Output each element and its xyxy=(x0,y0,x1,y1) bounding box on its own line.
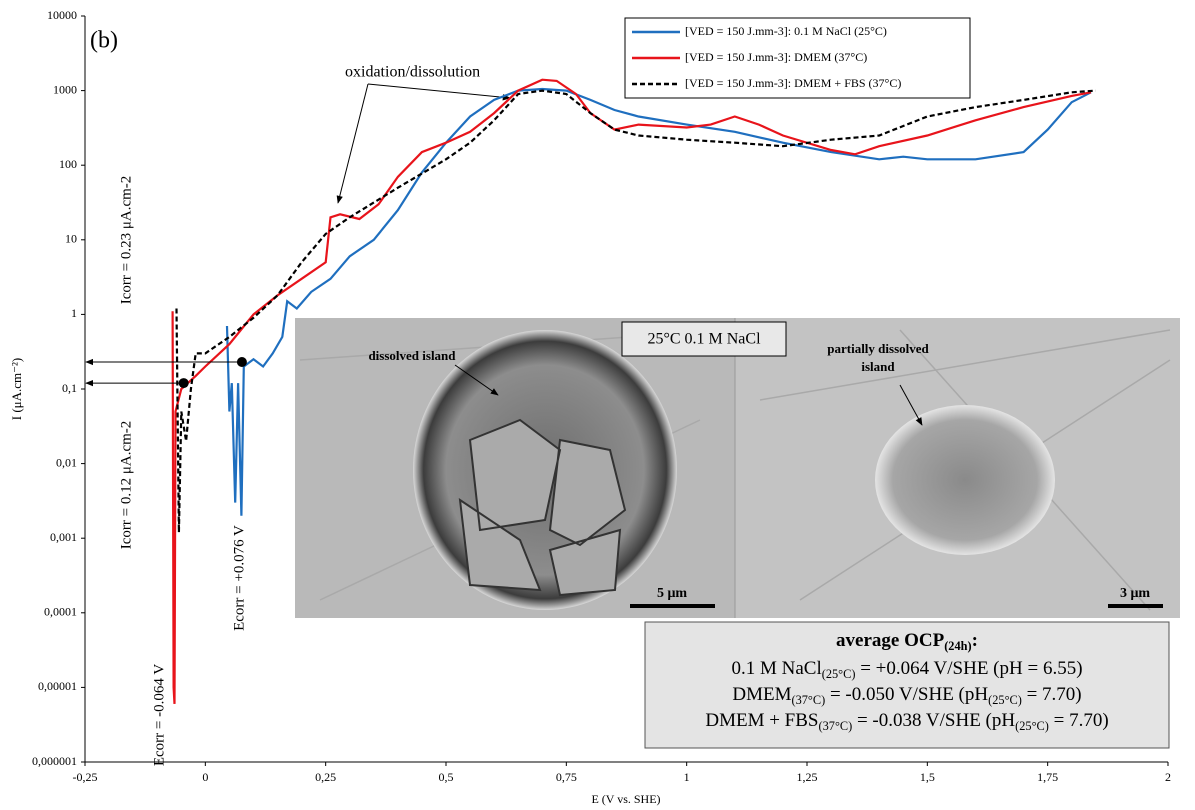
ocp-part: = +0.064 V/SHE (pH = 6.55) xyxy=(855,658,1082,679)
scale-label: 5 μm xyxy=(657,586,687,601)
x-tick-label: 0,75 xyxy=(556,770,577,784)
ocp-part: (25°C) xyxy=(988,693,1022,707)
x-tick-label: 1,75 xyxy=(1037,770,1058,784)
island-fragments xyxy=(458,418,627,597)
annotations: oxidation/dissolution Icorr = 0.23 μA.cm… xyxy=(118,64,511,766)
ocp-line: DMEM + FBS(37°C) = -0.038 V/SHE (pH(25°C… xyxy=(705,710,1108,732)
scale-label: 3 μm xyxy=(1120,586,1150,601)
ocp-part: average OCP xyxy=(836,630,945,651)
y-tick-label: 0,001 xyxy=(50,530,77,544)
ocp-part: = -0.038 V/SHE (pH xyxy=(852,710,1015,731)
y-tick-label: 0,1 xyxy=(62,381,77,395)
legend-label: [VED = 150 J.mm-3]: 0.1 M NaCl (25°C) xyxy=(685,24,887,38)
y-tick-label: 10000 xyxy=(47,8,77,22)
x-tick-label: 1,5 xyxy=(920,770,935,784)
panel-label: (b) xyxy=(90,28,118,54)
annotation-arrow xyxy=(336,83,369,204)
legend-label: [VED = 150 J.mm-3]: DMEM (37°C) xyxy=(685,50,867,64)
data-line xyxy=(171,78,1092,704)
x-tick-label: 1,25 xyxy=(797,770,818,784)
y-tick-label: 1 xyxy=(71,306,77,320)
annotation: oxidation/dissolution xyxy=(345,64,480,81)
x-tick-label: 2 xyxy=(1165,770,1171,784)
legend: [VED = 150 J.mm-3]: 0.1 M NaCl (25°C) [VE… xyxy=(624,17,971,99)
ocp-box: average OCP(24h):0.1 M NaCl(25°C) = +0.0… xyxy=(644,621,1170,749)
partial-island xyxy=(875,405,1055,555)
annotation: Ecorr = -0.064 V xyxy=(151,664,167,766)
ocp-part: (37°C) xyxy=(791,693,825,707)
ocp-part: (24h) xyxy=(944,639,971,653)
inset-label: island xyxy=(861,359,895,374)
y-tick-label: 1000 xyxy=(53,82,77,96)
inset-arrow xyxy=(454,364,499,396)
ocp-line: 0.1 M NaCl(25°C) = +0.064 V/SHE (pH = 6.… xyxy=(731,658,1082,680)
ocp-part: = 7.70) xyxy=(1022,684,1082,705)
axes xyxy=(81,15,1169,766)
x-tick-label: 0,5 xyxy=(439,770,454,784)
ocp-part: DMEM xyxy=(732,684,791,705)
inset-label: partially dissolved xyxy=(827,341,929,356)
annotation: Icorr = 0.23 μA.cm-2 xyxy=(118,176,134,305)
data-line xyxy=(175,89,1096,533)
ocp-part: (25°C) xyxy=(822,667,856,681)
ocp-part: : xyxy=(972,630,978,651)
annotation: Icorr = 0.12 μA.cm-2 xyxy=(118,421,134,550)
data-line xyxy=(225,87,1092,516)
y-axis-label: I (μA.cm⁻²) xyxy=(9,358,24,421)
annotation: Ecorr = +0.076 V xyxy=(231,525,247,631)
y-tick-label: 0,00001 xyxy=(38,679,77,693)
x-axis-label: E (V vs. SHE) xyxy=(591,792,660,806)
annotation-arrow xyxy=(367,83,511,101)
x-tick-label: -0,25 xyxy=(73,770,98,784)
ocp-part: (37°C) xyxy=(818,719,852,733)
x-tick-label: 1 xyxy=(684,770,690,784)
scale-bar xyxy=(1108,604,1163,608)
inset-arrow xyxy=(899,384,923,426)
ocp-part: = -0.050 V/SHE (pH xyxy=(825,684,988,705)
ocp-line: DMEM(37°C) = -0.050 V/SHE (pH(25°C) = 7.… xyxy=(732,684,1081,706)
legend-frame xyxy=(624,17,971,99)
inset-title-box xyxy=(621,321,787,357)
y-tick-label: 100 xyxy=(59,157,77,171)
ocp-part: = 7.70) xyxy=(1049,710,1109,731)
x-tick-label: 0 xyxy=(202,770,208,784)
ocp-part: (25°C) xyxy=(1015,719,1049,733)
inset-label: dissolved island xyxy=(368,348,456,363)
ocp-box-frame xyxy=(644,621,1170,749)
y-tick-label: 0,0001 xyxy=(44,605,77,619)
sem-inset: 25°C 0.1 M NaCl dissolved island partial… xyxy=(295,318,1180,618)
y-tick-label: 10 xyxy=(65,232,77,246)
ocp-part: DMEM + FBS xyxy=(705,710,818,731)
ocp-line: average OCP(24h): xyxy=(836,630,978,652)
corr-point xyxy=(236,357,247,368)
y-tick-label: 0,000001 xyxy=(32,754,77,768)
inset-title: 25°C 0.1 M NaCl xyxy=(647,331,761,348)
legend-label: [VED = 150 J.mm-3]: DMEM + FBS (37°C) xyxy=(685,76,901,90)
ocp-part: 0.1 M NaCl xyxy=(731,658,821,679)
corr-point xyxy=(178,378,189,389)
y-tick-label: 0,01 xyxy=(56,455,77,469)
scale-bar xyxy=(630,604,715,608)
x-tick-label: 0,25 xyxy=(315,770,336,784)
